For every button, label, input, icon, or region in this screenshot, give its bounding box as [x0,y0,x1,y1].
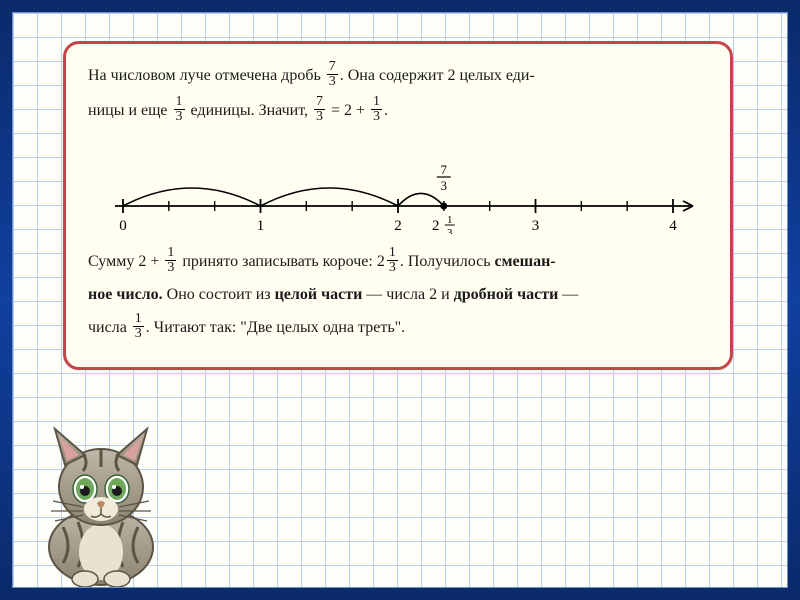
text: = 2 + [331,102,369,119]
text: . [384,102,388,119]
text: . Она содержит 2 целых еди- [340,67,535,84]
number-line-svg: 0123473213 [88,144,708,234]
svg-text:3: 3 [441,178,448,193]
grid-paper-background: На числовом луче отмечена дробь 7 3 . Он… [12,12,788,588]
number-line-diagram: 0123473213 [88,144,708,234]
fraction-1-over-3: 1 3 [174,95,185,124]
cat-illustration [23,417,178,587]
fraction-1-over-3: 1 3 [165,246,176,275]
paragraph-5: числа 1 3 . Читают так: "Две целых одна … [88,314,708,343]
svg-text:2: 2 [432,218,440,234]
textbook-lesson-box: На числовом луче отмечена дробь 7 3 . Он… [63,41,733,370]
bold-mixed-number: смешан- [495,253,556,270]
svg-text:3: 3 [447,227,453,234]
fraction-7-over-3: 7 3 [314,95,325,124]
svg-text:0: 0 [119,218,127,234]
bold-whole-part: целой части [275,286,363,303]
svg-text:2: 2 [394,218,402,234]
text: На числовом луче отмечена дробь [88,67,325,84]
text: — [562,286,578,303]
text: единицы. Значит, [191,102,312,119]
paragraph-2: ницы и еще 1 3 единицы. Значит, 7 3 = 2 … [88,97,708,126]
text: числа [88,319,131,336]
paragraph-3: Сумму 2 + 1 3 принято записывать короче:… [88,248,708,277]
text: Сумму 2 + [88,253,163,270]
fraction-1-over-3: 1 3 [371,95,382,124]
text: . Получилось [400,253,495,270]
paragraph-4: ное число. Оно состоит из целой части — … [88,283,708,308]
paragraph-1: На числовом луче отмечена дробь 7 3 . Он… [88,62,708,91]
svg-text:1: 1 [447,214,453,226]
svg-text:4: 4 [669,218,677,234]
fraction-1-over-3: 1 3 [133,312,144,341]
text: принято записывать короче: 2 [182,253,384,270]
text: . Читают так: "Две целых одна треть". [146,319,405,336]
svg-text:7: 7 [441,162,448,177]
bold-fractional-part: дробной части [454,286,559,303]
text: Оно состоит из [167,286,275,303]
svg-text:3: 3 [532,218,540,234]
fraction-1-over-3: 1 3 [387,246,398,275]
text: — числа 2 и [366,286,453,303]
bold-mixed-number-cont: ное число. [88,286,163,303]
svg-text:1: 1 [257,218,265,234]
text: ницы и еще [88,102,172,119]
fraction-7-over-3: 7 3 [327,60,338,89]
